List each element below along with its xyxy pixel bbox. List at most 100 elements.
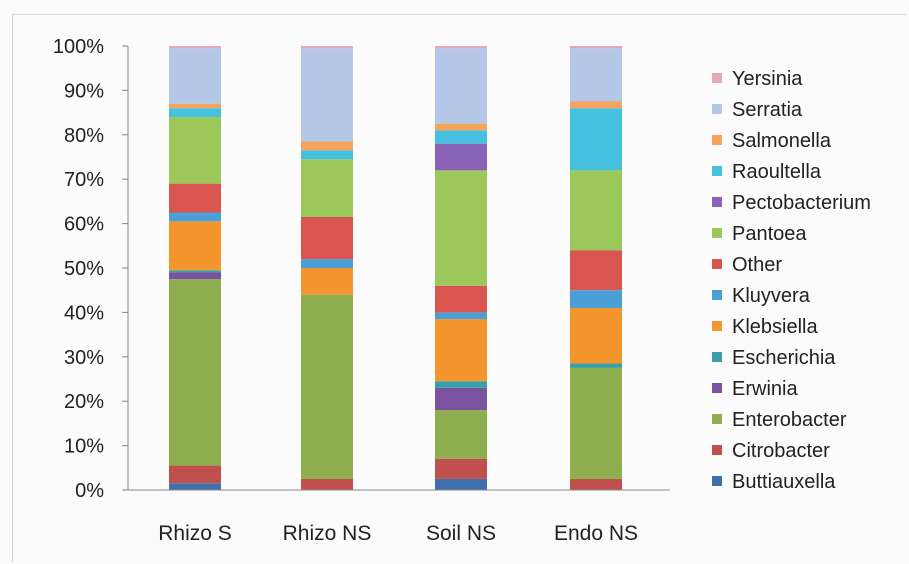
legend-label: Erwinia — [732, 378, 798, 400]
legend-item: Citrobacter — [712, 440, 830, 462]
bar-segment-klebsiella — [169, 221, 221, 271]
legend-item: Buttiauxella — [712, 471, 836, 493]
legend-label: Serratia — [732, 99, 803, 121]
legend-swatch — [712, 73, 722, 83]
legend-swatch — [712, 476, 722, 486]
y-tick-label: 50% — [64, 258, 104, 280]
bar-segment-escherichia — [570, 363, 622, 368]
bar-segment-raoultella — [301, 150, 353, 160]
bar-segment-yersinia — [169, 46, 221, 49]
bar-segment-serratia — [301, 48, 353, 142]
y-tick-label: 100% — [53, 36, 104, 58]
legend-label: Pectobacterium — [732, 192, 871, 214]
bar-segment-enterobacter — [301, 294, 353, 479]
x-tick-label: Endo NS — [554, 522, 638, 545]
bar-segment-serratia — [435, 48, 487, 124]
bar-segment-enterobacter — [169, 279, 221, 466]
legend-label: Raoultella — [732, 161, 822, 183]
bar-stack-rhizo-ns — [301, 46, 353, 490]
bar-segment-other — [169, 183, 221, 213]
legend-label: Citrobacter — [732, 440, 830, 462]
legend-label: Escherichia — [732, 347, 836, 369]
bar-segment-raoultella — [169, 108, 221, 118]
bar-segment-klebsiella — [435, 319, 487, 382]
bar-segment-klebsiella — [301, 268, 353, 295]
legend-swatch — [712, 104, 722, 114]
bar-segment-raoultella — [435, 130, 487, 144]
y-tick-label: 70% — [64, 169, 104, 191]
bar-segment-pantoea — [301, 159, 353, 217]
legend-label: Salmonella — [732, 130, 832, 152]
legend-swatch — [712, 228, 722, 238]
bar-segment-enterobacter — [435, 410, 487, 459]
bar-segment-kluyvera — [301, 259, 353, 268]
bar-segment-escherichia — [169, 270, 221, 273]
y-tick-label: 30% — [64, 347, 104, 369]
bar-segment-enterobacter — [570, 367, 622, 479]
y-tick-label: 60% — [64, 214, 104, 236]
x-tick-label: Soil NS — [426, 522, 496, 545]
y-tick-label: 10% — [64, 436, 104, 458]
chart-border — [12, 14, 907, 562]
y-axis-ticks: 0% 10% 20% 30% 40% 50% 60% 70% 80% 90% 100% — [53, 36, 128, 502]
legend-item: Pantoea — [712, 223, 807, 245]
legend-swatch — [712, 290, 722, 300]
bar-segment-serratia — [169, 48, 221, 104]
legend-label: Enterobacter — [732, 409, 847, 431]
legend-item: Kluyvera — [712, 285, 811, 307]
bar-segment-other — [301, 216, 353, 260]
legend-swatch — [712, 383, 722, 393]
legend-item: Other — [712, 254, 782, 276]
x-tick-label: Rhizo NS — [283, 522, 372, 545]
bar-segment-buttiauxella — [169, 483, 221, 490]
bar-segment-erwinia — [169, 272, 221, 280]
y-tick-label: 90% — [64, 80, 104, 102]
bars-group — [169, 46, 622, 490]
legend-swatch — [712, 321, 722, 331]
bar-segment-salmonella — [570, 101, 622, 109]
bar-segment-citrobacter — [301, 478, 353, 490]
legend-item: Escherichia — [712, 347, 836, 369]
legend-label: Buttiauxella — [732, 471, 836, 493]
bar-segment-salmonella — [301, 141, 353, 151]
bar-segment-yersinia — [570, 46, 622, 49]
legend-label: Other — [732, 254, 782, 276]
bar-segment-yersinia — [435, 46, 487, 49]
legend: Yersinia Serratia Salmonella Raoultella Pect… — [712, 68, 871, 493]
legend-item: Serratia — [712, 99, 803, 121]
bar-segment-pectobacterium — [435, 143, 487, 171]
bar-segment-kluyvera — [570, 290, 622, 308]
bar-stack-rhizo-s — [169, 46, 221, 490]
legend-swatch — [712, 259, 722, 269]
y-tick-label: 20% — [64, 391, 104, 413]
legend-label: Kluyvera — [732, 285, 811, 307]
legend-swatch — [712, 414, 722, 424]
y-tick-label: 80% — [64, 125, 104, 147]
legend-label: Yersinia — [732, 68, 803, 90]
bar-segment-raoultella — [570, 108, 622, 171]
legend-item: Salmonella — [712, 130, 832, 152]
legend-label: Klebsiella — [732, 316, 818, 338]
legend-item: Pectobacterium — [712, 192, 871, 214]
y-tick-label: 0% — [75, 480, 104, 502]
legend-item: Yersinia — [712, 68, 803, 90]
bar-segment-erwinia — [435, 387, 487, 411]
legend-swatch — [712, 197, 722, 207]
bar-segment-other — [435, 285, 487, 313]
bar-segment-kluyvera — [435, 312, 487, 320]
legend-item: Raoultella — [712, 161, 822, 183]
bar-segment-citrobacter — [435, 458, 487, 479]
axes — [127, 46, 670, 491]
bar-segment-citrobacter — [169, 465, 221, 484]
y-tick-label: 40% — [64, 302, 104, 324]
bar-segment-pantoea — [169, 117, 221, 184]
x-tick-label: Rhizo S — [158, 522, 232, 545]
bar-segment-pantoea — [435, 170, 487, 286]
bar-segment-salmonella — [435, 123, 487, 131]
bar-segment-klebsiella — [570, 307, 622, 364]
bar-stack-soil-ns — [435, 46, 487, 490]
bar-stack-endo-ns — [570, 46, 622, 490]
bar-segment-serratia — [570, 48, 622, 102]
bar-segment-pantoea — [570, 170, 622, 251]
bar-segment-escherichia — [435, 381, 487, 388]
